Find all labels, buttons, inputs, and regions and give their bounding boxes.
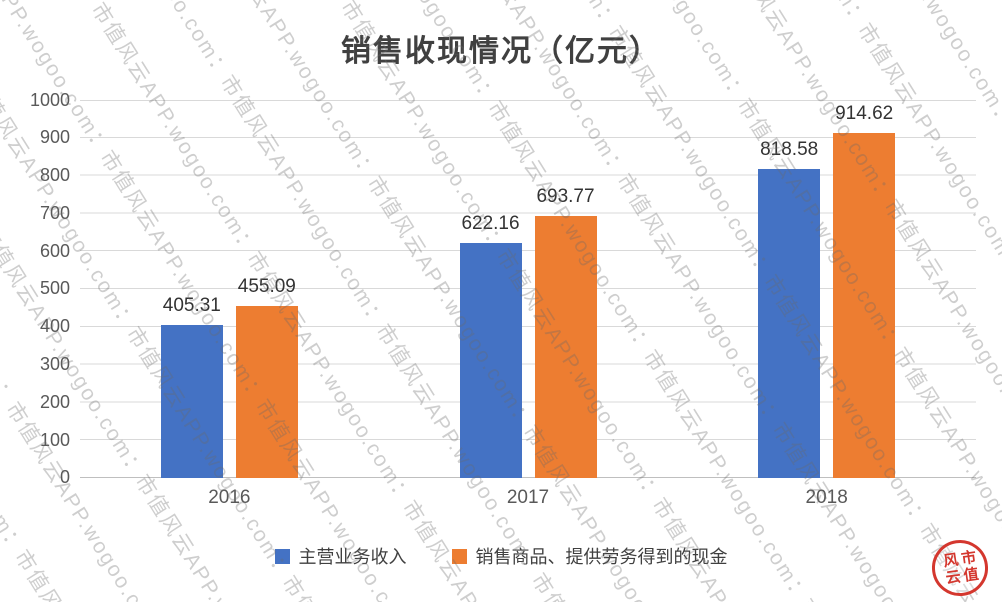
x-tick-2018: 2018 [805,487,848,508]
bar-groups: 405.31 455.09 622.16 693.77 818.58 [80,101,976,478]
plot-area: 405.31 455.09 622.16 693.77 818.58 [80,100,976,478]
bar-revenue-2017: 622.16 [459,213,522,478]
bar-group-2017: 622.16 693.77 [379,101,678,478]
bar-revenue-2018: 818.58 [758,139,821,478]
bar-cash-2017: 693.77 [534,186,597,478]
bar-group-2016: 405.31 455.09 [80,101,379,478]
x-tick-2016: 2016 [208,487,251,508]
x-tick-2017: 2017 [506,487,550,508]
seal-text-left: 风云 [940,551,962,588]
bar-value-label: 405.31 [162,295,221,317]
y-axis: 1000 900 800 700 600 500 400 300 200 100… [29,89,70,488]
bar-value-label: 622.16 [461,213,520,235]
bar-value-label: 455.09 [237,276,296,298]
bar-cash-2016: 455.09 [235,276,298,478]
legend-item-revenue: 主营业务收入 [274,543,407,569]
legend-swatch-orange [451,548,467,564]
bar-value-label: 914.62 [835,103,894,125]
legend-label-revenue: 主营业务收入 [298,547,407,567]
chart-title: 销售收现情况（亿元） [341,35,661,68]
x-axis: 2016 2017 2018 [80,487,976,509]
legend-swatch-blue [274,548,290,564]
bar-group-2018: 818.58 914.62 [677,101,976,478]
bar-value-label: 693.77 [536,186,595,208]
legend-item-cash: 销售商品、提供劳务得到的现金 [451,543,728,569]
bar-revenue-2016: 405.31 [160,295,223,478]
bar-value-label: 818.58 [760,139,819,161]
legend: 主营业务收入 销售商品、提供劳务得到的现金 [0,543,1002,569]
seal-text-right: 市值 [958,548,980,585]
bar-cash-2018: 914.62 [833,103,896,478]
legend-label-cash: 销售商品、提供劳务得到的现金 [475,547,728,567]
